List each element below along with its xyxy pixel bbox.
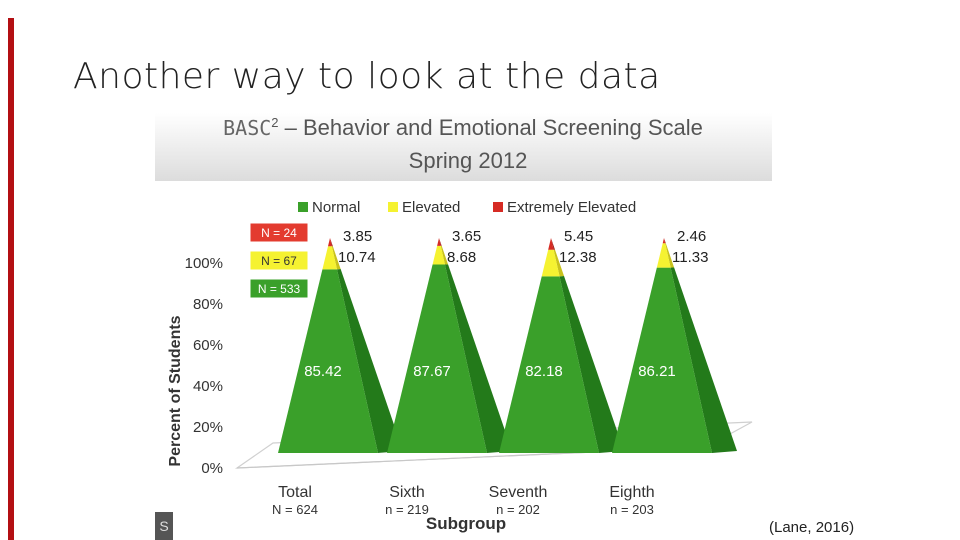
slide-title: Another way to look at the data bbox=[73, 56, 661, 97]
segment-extreme-side bbox=[551, 238, 555, 250]
segment-elevated bbox=[656, 243, 671, 268]
chart-pyramids: 85.42 3.85 10.74 87.67 3.65 8.68 82.18 5.45 12.3… bbox=[278, 228, 737, 453]
chart-legend: Normal Elevated Extremely Elevated bbox=[298, 199, 636, 216]
y-tick-label-4: 80% bbox=[193, 296, 223, 313]
data-label-normal-2: 82.18 bbox=[525, 363, 563, 380]
count-badge-label-2: N = 533 bbox=[258, 282, 301, 296]
y-tick-label-5: 100% bbox=[185, 255, 223, 272]
data-label-normal-3: 86.21 bbox=[638, 363, 676, 380]
corner-fragment: S bbox=[155, 512, 173, 540]
segment-normal bbox=[387, 264, 487, 453]
data-label-extreme-0: 3.85 bbox=[343, 228, 372, 245]
data-label-elevated-2: 12.38 bbox=[559, 249, 597, 266]
legend-swatch-2 bbox=[493, 202, 503, 212]
pyramid-seventh: 82.18 5.45 12.38 bbox=[499, 228, 624, 453]
legend-swatch-1 bbox=[388, 202, 398, 212]
segment-extreme bbox=[548, 238, 554, 250]
pyramid-sixth: 87.67 3.65 8.68 bbox=[387, 228, 512, 453]
data-label-elevated-1: 8.68 bbox=[447, 249, 476, 266]
segment-elevated bbox=[432, 245, 445, 265]
data-label-normal-0: 85.42 bbox=[304, 363, 342, 380]
count-badge-2 bbox=[249, 278, 309, 299]
legend-label-1: Elevated bbox=[402, 199, 460, 216]
count-badge-1 bbox=[249, 250, 309, 271]
segment-normal-side bbox=[444, 264, 512, 453]
segment-elevated-side bbox=[553, 249, 565, 277]
x-tick-label-3: Eighth bbox=[609, 484, 654, 501]
pyramid-total: 85.42 3.85 10.74 bbox=[278, 228, 403, 453]
data-label-extreme-1: 3.65 bbox=[452, 228, 481, 245]
y-tick-label-3: 60% bbox=[193, 337, 223, 354]
segment-normal-side bbox=[670, 267, 737, 453]
chart-title-basc: BASC bbox=[223, 116, 271, 140]
y-tick-label-0: 0% bbox=[201, 460, 223, 477]
segment-normal bbox=[278, 269, 378, 453]
count-badge-label-1: N = 67 bbox=[261, 254, 297, 268]
data-label-extreme-3: 2.46 bbox=[677, 228, 706, 245]
citation: (Lane, 2016) bbox=[769, 519, 855, 536]
segment-normal-side bbox=[559, 275, 624, 453]
x-count-label-0: N = 624 bbox=[272, 502, 318, 517]
segment-extreme-side bbox=[664, 238, 666, 244]
count-badge-0 bbox=[249, 222, 309, 243]
segment-extreme bbox=[662, 238, 666, 244]
segment-elevated-side bbox=[665, 243, 675, 268]
segment-elevated-side bbox=[331, 246, 341, 270]
segment-normal bbox=[612, 267, 712, 453]
segment-extreme-side bbox=[330, 238, 333, 247]
chart-title-banner bbox=[155, 113, 772, 181]
segment-extreme-side bbox=[439, 238, 442, 246]
x-tick-label-1: Sixth bbox=[389, 484, 425, 501]
chart-title: BASC2 – Behavior and Emotional Screening… bbox=[223, 115, 703, 140]
x-tick-label-2: Seventh bbox=[489, 484, 548, 501]
data-label-elevated-3: 11.33 bbox=[672, 249, 708, 266]
segment-normal-side bbox=[336, 269, 403, 453]
y-tick-label-2: 40% bbox=[193, 378, 223, 395]
legend-label-0: Normal bbox=[312, 199, 360, 216]
x-count-label-3: n = 203 bbox=[610, 502, 654, 517]
y-axis-label: Percent of Students bbox=[167, 315, 184, 466]
accent-bar bbox=[8, 18, 14, 540]
segment-extreme bbox=[328, 238, 332, 247]
segment-elevated bbox=[541, 249, 560, 277]
chart-title-rest: – Behavior and Emotional Screening Scale bbox=[279, 115, 703, 140]
basc-chart: BASC2 – Behavior and Emotional Screening… bbox=[155, 113, 772, 540]
data-label-normal-1: 87.67 bbox=[413, 363, 451, 380]
x-count-label-2: n = 202 bbox=[496, 502, 540, 517]
count-badges: N = 24 N = 67 N = 533 bbox=[249, 222, 309, 299]
pyramid-eighth: 86.21 2.46 11.33 bbox=[612, 228, 737, 453]
legend-label-2: Extremely Elevated bbox=[507, 199, 636, 216]
y-tick-label-1: 20% bbox=[193, 419, 223, 436]
legend-swatch-0 bbox=[298, 202, 308, 212]
x-axis-label: Subgroup bbox=[426, 514, 506, 533]
data-label-extreme-2: 5.45 bbox=[564, 228, 593, 245]
data-label-elevated-0: 10.74 bbox=[338, 249, 376, 266]
chart-image: BASC2 – Behavior and Emotional Screening… bbox=[155, 113, 772, 540]
segment-elevated-side bbox=[440, 245, 449, 265]
segment-extreme bbox=[437, 238, 441, 246]
x-tick-label-0: Total bbox=[278, 484, 312, 501]
x-count-label-1: n = 219 bbox=[385, 502, 429, 517]
chart-title-superscript: 2 bbox=[271, 115, 278, 130]
count-badge-label-0: N = 24 bbox=[261, 226, 297, 240]
chart-subtitle: Spring 2012 bbox=[409, 148, 528, 173]
segment-elevated bbox=[322, 246, 337, 270]
segment-normal bbox=[499, 276, 599, 453]
